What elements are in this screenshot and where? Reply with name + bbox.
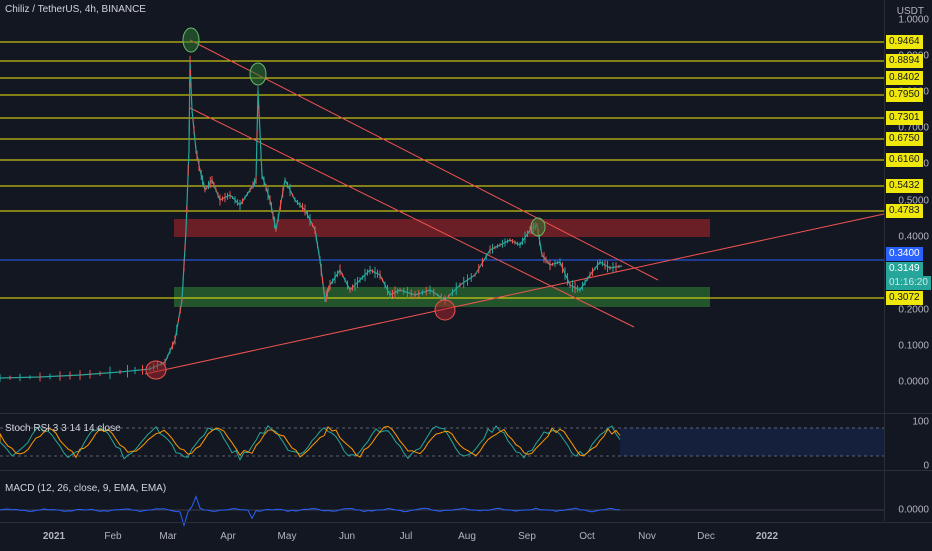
price-tick: 0.4000 (898, 231, 929, 243)
price-level-label: 0.5432 (886, 179, 923, 193)
price-tick: 0.2000 (898, 304, 929, 316)
macd-tick: 0.0000 (898, 504, 929, 516)
macd-line (0, 495, 620, 528)
time-tick: Jul (399, 531, 413, 542)
time-tick: Jun (338, 531, 356, 542)
resistance-zone (174, 219, 710, 237)
trendline (189, 39, 659, 281)
time-tick: Mar (159, 531, 177, 542)
time-tick: Apr (220, 531, 236, 542)
price-level-label: 0.8894 (886, 54, 923, 68)
trendline (189, 107, 635, 328)
stoch-band (620, 428, 884, 456)
bar-countdown-label: 01:16:20 (886, 276, 931, 290)
macd-axis[interactable]: 0.0000 (884, 471, 932, 521)
time-tick: Feb (104, 531, 122, 542)
time-tick: Aug (458, 531, 476, 542)
stoch-legend[interactable]: Stoch RSI 3 3 14 14 close (5, 423, 121, 434)
highlight-circle (182, 27, 200, 53)
price-level-label: 0.3072 (886, 291, 923, 305)
currency-label: USDT (896, 6, 924, 17)
time-tick: Sep (518, 531, 536, 542)
price-tick: 1.0000 (898, 14, 929, 26)
highlight-circle (145, 360, 167, 380)
pane-divider[interactable] (0, 413, 932, 414)
stoch-axis[interactable]: 100 0 (884, 414, 932, 472)
highlight-price-label: 0.3400 (886, 247, 923, 261)
price-level-label: 0.7950 (886, 88, 923, 102)
stoch-tick: 100 (912, 416, 929, 428)
price-level-label: 0.8402 (886, 71, 923, 85)
time-axis[interactable] (0, 522, 932, 551)
highlight-circle (249, 62, 267, 86)
highlight-circle (530, 217, 546, 237)
price-level-label: 0.6160 (886, 153, 923, 167)
last-price-label: 0.3149 (886, 262, 923, 276)
time-tick: Nov (638, 531, 656, 542)
highlight-circle (434, 299, 456, 321)
price-level-label: 0.4783 (886, 204, 923, 218)
time-tick: Dec (697, 531, 715, 542)
symbol-title: Chiliz / TetherUS, 4h, BINANCE (5, 4, 146, 15)
price-tick: 0.7000 (898, 122, 929, 134)
price-tick: 0.0000 (898, 376, 929, 388)
time-tick: May (277, 531, 297, 542)
time-tick: 2022 (755, 531, 779, 542)
time-tick: Oct (579, 531, 595, 542)
pane-divider[interactable] (0, 470, 932, 471)
stoch-tick: 0 (923, 460, 929, 472)
price-level-label: 0.9464 (886, 35, 923, 49)
price-level-label: 0.7301 (886, 111, 923, 125)
price-level-label: 0.6750 (886, 132, 923, 146)
price-tick: 0.1000 (898, 340, 929, 352)
macd-legend[interactable]: MACD (12, 26, close, 9, EMA, EMA) (5, 483, 167, 494)
stoch-d-line (0, 425, 621, 459)
trendline (144, 213, 885, 375)
price-tick: 0.5000 (898, 195, 929, 207)
time-tick: 2021 (42, 531, 66, 542)
stoch-k-line (0, 424, 621, 461)
support-zone (174, 287, 710, 307)
